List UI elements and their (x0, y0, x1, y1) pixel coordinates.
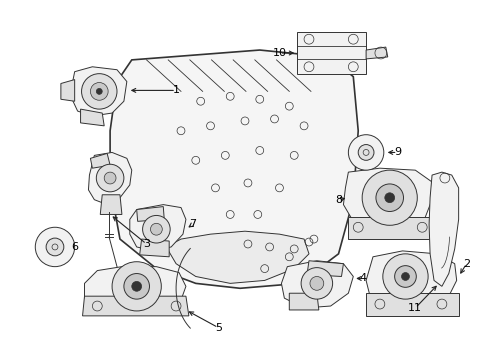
Polygon shape (366, 47, 387, 59)
Circle shape (46, 238, 64, 256)
Polygon shape (84, 267, 185, 314)
Circle shape (112, 262, 161, 311)
Polygon shape (343, 168, 431, 231)
Text: 2: 2 (462, 259, 469, 269)
Circle shape (362, 170, 416, 225)
Polygon shape (281, 261, 352, 308)
Text: 5: 5 (214, 323, 222, 333)
Circle shape (96, 164, 123, 192)
Polygon shape (137, 207, 164, 221)
Polygon shape (297, 32, 366, 74)
Polygon shape (110, 50, 358, 288)
Circle shape (150, 223, 162, 235)
Polygon shape (61, 80, 75, 101)
Text: 8: 8 (334, 195, 342, 205)
Polygon shape (366, 293, 458, 316)
Polygon shape (81, 109, 104, 126)
Text: 11: 11 (407, 303, 422, 313)
Circle shape (384, 193, 394, 203)
Circle shape (35, 227, 75, 267)
Circle shape (96, 89, 102, 94)
Circle shape (375, 184, 403, 212)
Text: 9: 9 (393, 148, 400, 157)
Polygon shape (90, 153, 110, 168)
Text: 7: 7 (189, 219, 196, 229)
Polygon shape (166, 231, 308, 283)
Circle shape (81, 74, 117, 109)
Circle shape (309, 276, 323, 290)
Text: 6: 6 (71, 242, 78, 252)
Circle shape (131, 282, 142, 291)
Circle shape (301, 267, 332, 299)
Circle shape (123, 274, 149, 299)
Polygon shape (140, 239, 169, 257)
Polygon shape (88, 152, 131, 204)
Polygon shape (129, 204, 185, 251)
Polygon shape (71, 67, 126, 116)
Circle shape (347, 135, 383, 170)
Text: 1: 1 (172, 85, 179, 95)
Circle shape (401, 273, 408, 280)
Polygon shape (306, 261, 343, 276)
Text: 10: 10 (272, 48, 286, 58)
Polygon shape (82, 296, 188, 316)
Circle shape (358, 145, 373, 160)
Circle shape (104, 172, 116, 184)
Circle shape (142, 215, 170, 243)
Circle shape (394, 266, 415, 287)
Text: 4: 4 (359, 274, 366, 283)
Polygon shape (347, 217, 431, 239)
Circle shape (382, 254, 427, 299)
Text: 3: 3 (143, 239, 150, 249)
Polygon shape (366, 251, 456, 308)
Polygon shape (428, 172, 458, 286)
Polygon shape (289, 293, 318, 310)
Circle shape (90, 82, 108, 100)
Polygon shape (100, 195, 122, 215)
